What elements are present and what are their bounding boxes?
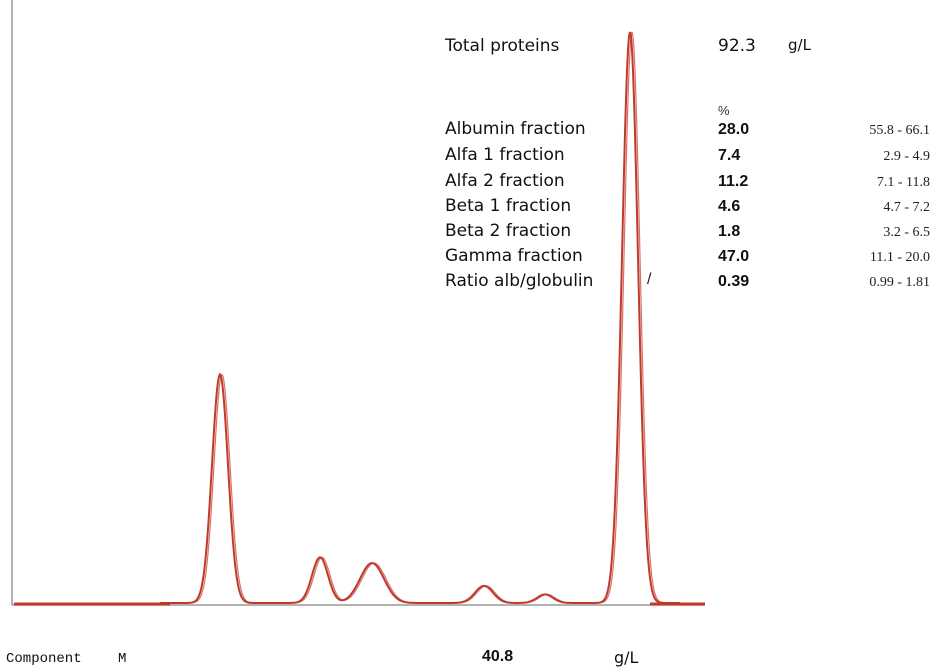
fraction-name: Alfa 1 fraction	[445, 145, 565, 165]
fraction-reference: 0.99 - 1.81	[869, 275, 930, 290]
component-label: Component	[6, 651, 82, 667]
fraction-percent: 1.8	[718, 223, 741, 240]
fraction-reference: 3.2 - 6.5	[883, 225, 930, 240]
densitometry-trace	[160, 31, 680, 604]
fraction-name: Alfa 2 fraction	[445, 171, 565, 191]
fraction-name: Ratio alb/globulin	[445, 271, 594, 291]
ratio-separator: /	[647, 271, 652, 288]
densitometry-trace-shadow	[160, 31, 680, 604]
fraction-percent: 7.4	[718, 147, 741, 164]
fraction-reference: 7.1 - 11.8	[876, 175, 930, 190]
fraction-name: Beta 2 fraction	[445, 221, 572, 241]
fraction-percent: 47.0	[718, 248, 750, 265]
fraction-percent: 4.6	[718, 198, 741, 215]
fraction-reference: 11.1 - 20.0	[869, 250, 930, 265]
total-proteins-unit: g/L	[788, 36, 811, 54]
component-name: M	[118, 651, 127, 667]
fraction-percent: 28.0	[718, 121, 750, 138]
total-proteins-label: Total proteins	[445, 36, 560, 56]
fraction-reference: 2.9 - 4.9	[883, 149, 930, 164]
fraction-name: Beta 1 fraction	[445, 196, 572, 216]
fraction-name: Gamma fraction	[445, 246, 583, 266]
component-unit: g/L	[614, 648, 639, 667]
fraction-percent: 11.2	[718, 173, 749, 190]
fraction-reference: 4.7 - 7.2	[883, 200, 930, 215]
fraction-percent: 0.39	[718, 273, 750, 290]
fraction-name: Albumin fraction	[445, 119, 586, 139]
fraction-reference: 55.8 - 66.1	[869, 123, 930, 138]
percent-header: %	[718, 103, 730, 118]
component-value: 40.8	[482, 648, 514, 665]
total-proteins-value: 92.3	[718, 36, 756, 56]
